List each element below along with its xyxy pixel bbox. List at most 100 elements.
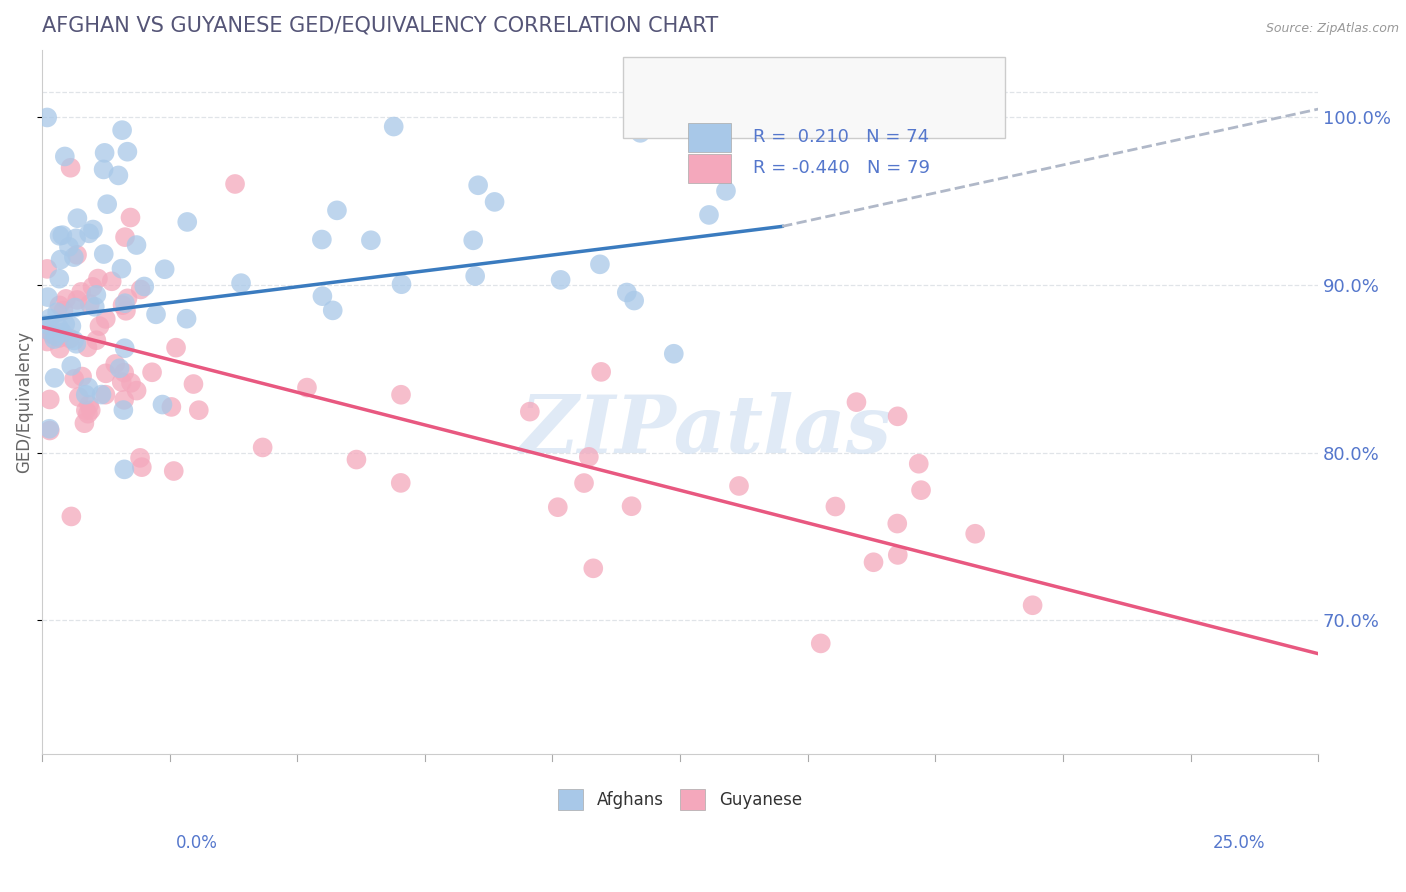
Point	[93, 145, 115, 160]
Point	[389, 388, 412, 402]
Point	[163, 464, 186, 478]
Point	[49, 252, 72, 267]
Point	[623, 293, 645, 308]
Point	[51, 228, 73, 243]
Point	[125, 238, 148, 252]
Point	[79, 297, 101, 311]
Point	[38, 422, 60, 436]
Point	[77, 227, 100, 241]
Point	[37, 334, 59, 349]
Point	[44, 332, 66, 346]
Point	[120, 211, 142, 225]
Point	[810, 636, 832, 650]
Point	[63, 372, 86, 386]
Point	[59, 161, 82, 175]
Point	[714, 184, 737, 198]
Point	[63, 301, 86, 315]
Point	[114, 296, 136, 310]
Point	[464, 269, 486, 284]
Point	[131, 460, 153, 475]
Point	[104, 357, 127, 371]
Point	[134, 279, 156, 293]
Point	[112, 366, 135, 380]
Text: Source: ZipAtlas.com: Source: ZipAtlas.com	[1265, 22, 1399, 36]
Point	[77, 380, 100, 394]
Point	[112, 403, 135, 417]
Point	[48, 320, 70, 334]
Point	[66, 248, 89, 262]
Point	[887, 548, 910, 562]
Point	[382, 120, 405, 134]
Point	[391, 277, 413, 292]
Point	[111, 123, 134, 137]
Text: R = -0.440   N = 79: R = -0.440 N = 79	[754, 159, 931, 178]
Point	[41, 327, 63, 342]
Point	[484, 194, 506, 209]
Point	[112, 462, 135, 476]
Point	[326, 203, 349, 218]
Point	[152, 398, 174, 412]
Point	[697, 208, 720, 222]
Point	[66, 211, 89, 226]
Point	[295, 381, 318, 395]
Text: 25.0%: 25.0%	[1213, 834, 1265, 852]
Point	[94, 367, 117, 381]
Point	[346, 452, 368, 467]
Point	[115, 303, 138, 318]
Point	[311, 233, 333, 247]
Point	[63, 334, 86, 348]
Point	[591, 365, 613, 379]
Point	[547, 500, 569, 515]
Point	[63, 250, 86, 264]
Point	[38, 424, 60, 438]
Point	[87, 271, 110, 285]
Point	[463, 233, 485, 247]
Point	[70, 369, 93, 384]
Point	[80, 403, 103, 417]
Point	[86, 288, 108, 302]
Text: R =  0.210   N = 74: R = 0.210 N = 74	[754, 128, 929, 146]
Point	[153, 262, 176, 277]
Point	[60, 509, 83, 524]
Point	[55, 292, 77, 306]
Point	[94, 387, 117, 401]
Point	[37, 318, 59, 332]
Point	[886, 409, 908, 424]
Point	[117, 145, 139, 159]
Point	[176, 311, 198, 326]
Point	[628, 126, 651, 140]
Point	[60, 359, 83, 373]
Point	[96, 197, 118, 211]
Point	[37, 323, 59, 337]
Point	[589, 257, 612, 271]
Point	[46, 305, 69, 319]
Point	[467, 178, 489, 193]
Point	[112, 392, 135, 407]
Point	[48, 298, 70, 312]
Point	[114, 230, 136, 244]
Point	[129, 283, 152, 297]
Point	[110, 261, 132, 276]
Point	[58, 240, 80, 254]
Point	[965, 526, 987, 541]
Point	[90, 387, 112, 401]
Point	[582, 561, 605, 575]
Point	[616, 285, 638, 300]
Point	[37, 290, 59, 304]
Point	[53, 317, 76, 331]
Point	[389, 475, 412, 490]
Point	[53, 149, 76, 163]
Point	[48, 331, 70, 345]
Point	[1021, 599, 1043, 613]
Point	[519, 404, 541, 418]
Point	[59, 332, 82, 346]
Y-axis label: GED/Equivalency: GED/Equivalency	[15, 331, 32, 474]
Point	[37, 111, 59, 125]
Point	[65, 231, 87, 245]
Point	[662, 347, 685, 361]
Point	[120, 376, 142, 390]
Point	[83, 300, 105, 314]
Point	[907, 457, 929, 471]
Point	[845, 395, 868, 409]
Point	[824, 500, 846, 514]
